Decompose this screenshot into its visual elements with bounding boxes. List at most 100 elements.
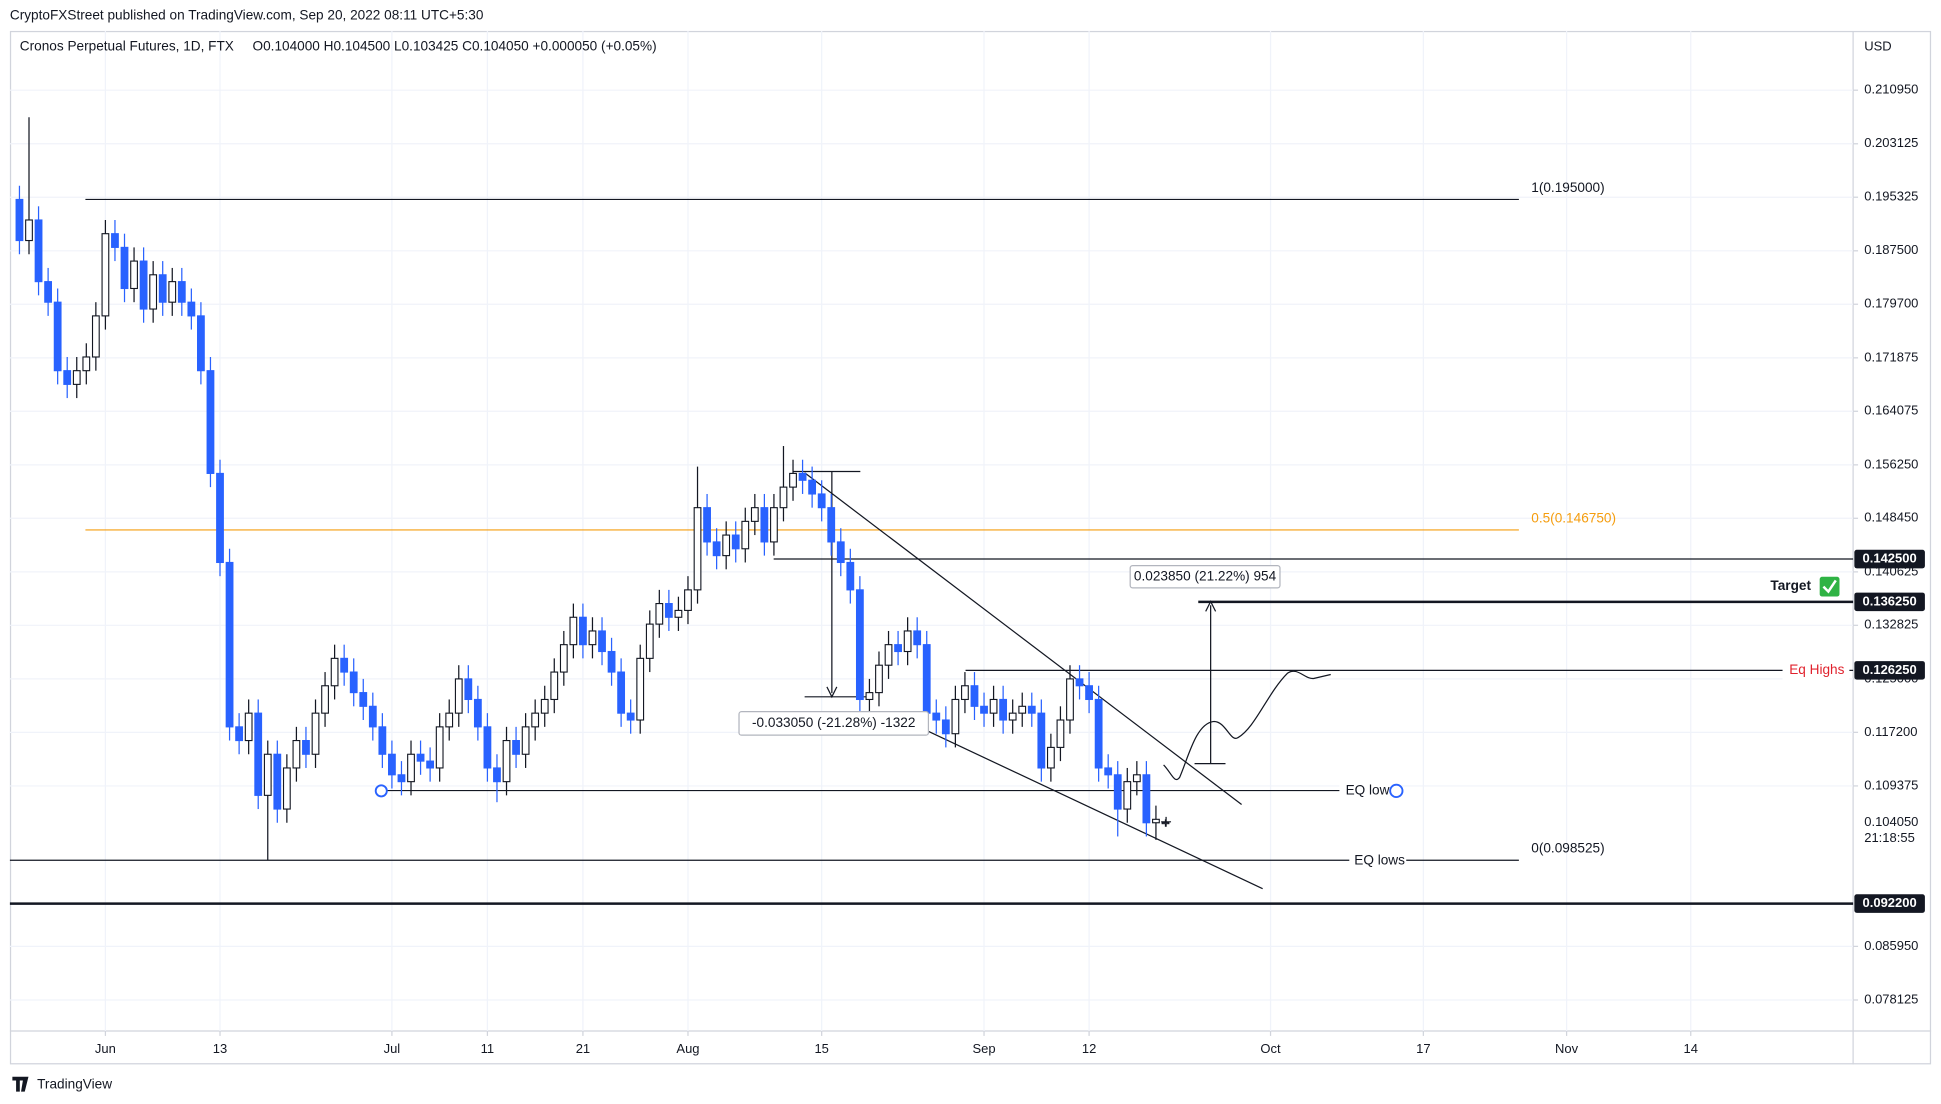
- candle-body: [779, 486, 788, 509]
- y-tick-label: 0.187500: [1864, 242, 1918, 257]
- candle-body: [282, 767, 291, 810]
- candle-body: [397, 774, 406, 783]
- candle-body: [149, 274, 158, 310]
- candle-body: [770, 507, 778, 543]
- candle-body: [655, 603, 664, 625]
- wedge-upper-line: [804, 472, 1242, 805]
- candle-body: [1075, 678, 1084, 687]
- x-tick-label: 14: [1684, 1041, 1698, 1056]
- candle-body: [1104, 767, 1113, 776]
- candle-body: [273, 753, 282, 810]
- y-tick-label: 0.195325: [1864, 189, 1918, 204]
- symbol-title: Cronos Perpetual Futures, 1D, FTX: [20, 39, 234, 54]
- x-tick-label: Oct: [1260, 1041, 1281, 1056]
- y-tick-label: 0.156250: [1864, 456, 1918, 471]
- candle-body: [206, 370, 215, 474]
- candle-body: [607, 650, 616, 673]
- candle-body: [932, 712, 941, 721]
- price-label: 0.136250: [1863, 593, 1917, 608]
- candle-body: [913, 630, 922, 646]
- eq-lows-bg-lower: [1349, 851, 1407, 869]
- price-label-box: [1854, 661, 1925, 680]
- candle-body: [464, 678, 473, 701]
- price-label: 0.126250: [1863, 662, 1917, 677]
- candle-body: [388, 753, 396, 776]
- candle-body: [970, 685, 979, 707]
- candle-body: [903, 630, 912, 653]
- candle-body: [693, 507, 702, 591]
- candle-body: [617, 671, 626, 714]
- candle-body: [254, 712, 263, 796]
- candle-body: [53, 301, 62, 372]
- candle-body: [531, 712, 540, 728]
- candle-body: [502, 739, 511, 783]
- countdown: 21:18:55: [1864, 830, 1915, 845]
- candle-body: [875, 664, 883, 694]
- y-tick-label: 0.132825: [1864, 617, 1918, 632]
- candle-body: [789, 472, 797, 488]
- y-tick-label: 0.109375: [1864, 777, 1918, 792]
- candle-body: [626, 712, 635, 721]
- target-check: [1822, 579, 1837, 594]
- candle-body: [951, 698, 960, 735]
- candle-body: [187, 301, 196, 317]
- candle-body: [1152, 818, 1160, 824]
- candle-body: [244, 712, 253, 742]
- candle-body: [225, 561, 234, 728]
- candle-body: [72, 370, 81, 385]
- y-tick-label: 0.148450: [1864, 510, 1918, 525]
- candle-body: [865, 692, 874, 701]
- candle-body: [340, 657, 349, 673]
- wedge-lower-line: [925, 729, 1263, 890]
- candle-body: [741, 520, 750, 550]
- candle-body: [263, 753, 272, 796]
- candle-body: [588, 630, 597, 646]
- candle-body: [540, 698, 549, 714]
- y-tick-label: 0.117200: [1864, 724, 1917, 739]
- candle-body: [1037, 712, 1046, 769]
- ohlc-legend: O0.104000 H0.104500 L0.103425 C0.104050 …: [253, 39, 657, 54]
- candle-body: [1056, 719, 1065, 748]
- candle-body: [846, 561, 855, 591]
- x-tick-label: 11: [481, 1041, 494, 1056]
- candle-body: [359, 692, 368, 707]
- candle-body: [473, 698, 482, 728]
- candle-body: [130, 260, 138, 290]
- candle-body: [216, 472, 224, 564]
- candle-body: [636, 657, 645, 721]
- candle-body: [483, 726, 492, 769]
- eq-lows-bg: [1339, 782, 1394, 800]
- y-tick-label: 0.085950: [1864, 938, 1918, 953]
- x-tick-label: 13: [213, 1041, 227, 1056]
- candle-body: [349, 671, 358, 694]
- candle-body: [197, 315, 205, 372]
- candle-body: [808, 479, 817, 495]
- candle-body: [1113, 774, 1122, 810]
- candle-body: [158, 274, 167, 303]
- tv-logo: [12, 1076, 29, 1092]
- candle-body: [750, 507, 759, 522]
- eq-lows-label-lower: EQ lows: [1354, 852, 1405, 867]
- candle-body: [168, 281, 177, 303]
- candle-body: [445, 712, 454, 728]
- candle-body: [674, 609, 683, 618]
- projection-path: [1163, 670, 1331, 781]
- candle-body: [1085, 685, 1093, 701]
- candle-body: [63, 370, 72, 385]
- candle-body: [703, 507, 711, 543]
- candle-body: [722, 534, 731, 557]
- candle-body: [731, 534, 740, 550]
- candle-body: [550, 671, 559, 701]
- candle-body: [120, 246, 129, 290]
- candle-body: [798, 472, 807, 481]
- candle-body: [15, 198, 24, 242]
- candle-body: [855, 589, 864, 701]
- price-label: 0.092200: [1863, 895, 1917, 910]
- x-tick-label: 12: [1082, 1041, 1096, 1056]
- grid: [9, 30, 1854, 1031]
- candle-body: [435, 726, 444, 769]
- price-label-box: [1854, 592, 1925, 612]
